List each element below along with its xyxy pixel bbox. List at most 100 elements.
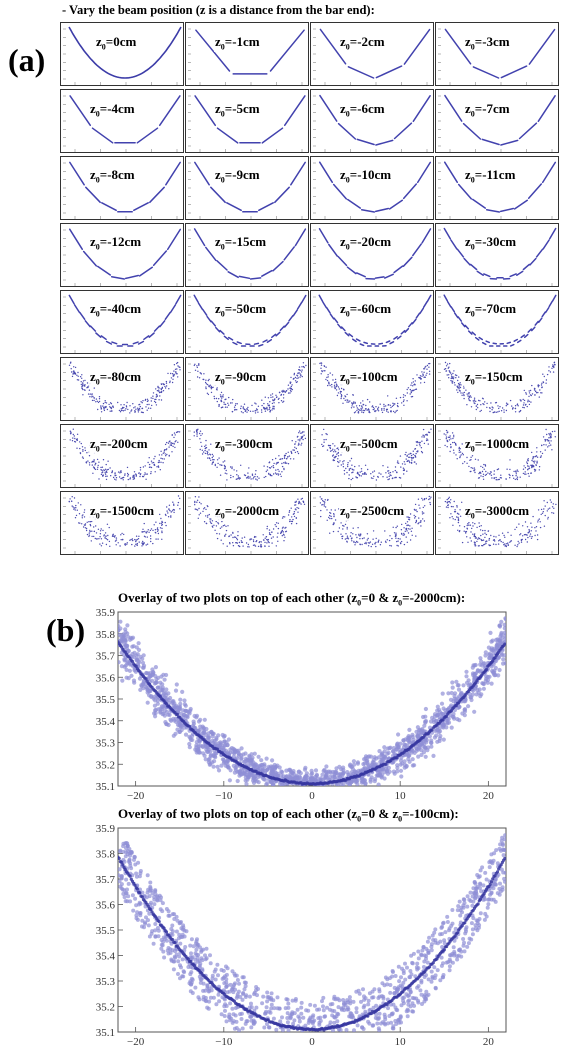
title-part: =0 & z (361, 590, 399, 605)
small-plot-points (318, 228, 432, 280)
small-plot-svg (188, 161, 306, 219)
label-value: =-500cm (349, 436, 398, 451)
x-tick-label: −10 (215, 790, 233, 802)
label-sub: 0 (470, 377, 475, 387)
label-sub: 0 (220, 444, 225, 454)
small-plot-points (68, 228, 182, 280)
panel-a-letter: (a) (8, 42, 46, 78)
label-prefix: z (90, 369, 96, 384)
small-plot-points (193, 228, 307, 280)
label-value: =-6cm (349, 101, 385, 116)
small-plot-svg (188, 228, 307, 286)
small-plot-svg (63, 95, 181, 152)
small-plot: z0=-3cm (435, 22, 559, 86)
small-plot-svg (438, 94, 556, 152)
small-plot-label: z0=-1500cm (89, 503, 156, 521)
label-sub: 0 (220, 109, 225, 119)
label-value: =-1500cm (99, 503, 155, 518)
label-prefix: z (215, 503, 221, 518)
label-sub: 0 (345, 109, 350, 119)
label-prefix: z (465, 301, 471, 316)
title-sub: 0 (357, 814, 362, 824)
label-sub: 0 (95, 511, 100, 521)
y-tick-label: 35.7 (96, 651, 116, 663)
small-plot: z0=-6cm (310, 89, 434, 153)
x-tick-label: 20 (483, 1036, 495, 1048)
small-plot-label: z0=-6cm (339, 101, 386, 119)
small-plot-svg (313, 228, 432, 286)
small-plot: z0=-2500cm (310, 491, 434, 555)
title-part: Overlay of two plots on top of each othe… (118, 590, 358, 605)
panel-a-header: - Vary the beam position (z is a distanc… (62, 3, 375, 17)
label-prefix: z (90, 101, 96, 116)
small-plot-label: z0=-9cm (214, 167, 261, 185)
small-plot-svg (63, 361, 181, 420)
y-tick-label: 35.3 (96, 976, 116, 988)
label-value: =-80cm (99, 369, 142, 384)
small-plot-points (194, 95, 306, 144)
label-value: =-3000cm (474, 503, 530, 518)
label-value: =-100cm (349, 369, 398, 384)
small-plot: z0=-1500cm (60, 491, 184, 555)
small-plot: z0=-9cm (185, 156, 309, 220)
baseline-curve-points (118, 640, 506, 786)
small-plot-label: z0=0cm (95, 34, 138, 52)
small-plot-points (443, 227, 557, 280)
small-plot-points (443, 294, 557, 347)
small-plot-svg (188, 28, 305, 85)
small-plot-svg (313, 94, 431, 152)
small-plot-svg (188, 428, 307, 487)
small-plot-points (193, 294, 307, 347)
label-value: =-4cm (99, 101, 135, 116)
y-tick-label: 35.1 (96, 1027, 115, 1039)
small-plot-points (319, 495, 432, 548)
plot-frame (117, 611, 507, 787)
label-sub: 0 (95, 242, 100, 252)
small-plot: z0=-70cm (435, 290, 559, 354)
small-plot: z0=-15cm (185, 223, 309, 287)
label-value: =-70cm (474, 301, 517, 316)
small-plot-svg (188, 496, 306, 554)
small-plot-label: z0=-40cm (89, 301, 143, 319)
label-sub: 0 (470, 175, 475, 185)
label-sub: 0 (220, 309, 225, 319)
label-prefix: z (90, 234, 96, 249)
small-plot-label: z0=-100cm (339, 369, 399, 387)
small-plot-svg (188, 362, 307, 420)
small-plot-label: z0=-4cm (89, 101, 136, 119)
small-plot-svg (438, 227, 557, 286)
y-tick-label: 35.6 (96, 672, 116, 684)
label-sub: 0 (345, 444, 350, 454)
label-prefix: z (465, 34, 471, 49)
label-value: =-90cm (224, 369, 267, 384)
small-plot-points (444, 94, 556, 146)
label-sub: 0 (345, 42, 350, 52)
small-plot-label: z0=-2500cm (339, 503, 406, 521)
label-prefix: z (340, 301, 346, 316)
x-tick-label: 10 (395, 790, 407, 802)
label-value: =-11cm (474, 167, 516, 182)
label-prefix: z (215, 369, 221, 384)
small-plot-svg (438, 294, 557, 353)
small-plot-points (443, 428, 556, 481)
small-plot-svg (438, 361, 556, 420)
label-value: =-9cm (224, 167, 260, 182)
small-plot-label: z0=-12cm (89, 234, 143, 252)
small-plot-svg (63, 495, 181, 554)
small-plot-label: z0=-50cm (214, 301, 268, 319)
small-plot-points (193, 428, 307, 481)
label-value: =-5cm (224, 101, 260, 116)
small-plot-points (444, 28, 556, 79)
baseline-curve-points (118, 855, 506, 1032)
small-plot: z0=-500cm (310, 424, 434, 488)
small-plot-label: z0=-11cm (464, 167, 517, 185)
small-plot-points (443, 161, 557, 213)
label-value: =-30cm (474, 234, 517, 249)
label-value: =-20cm (349, 234, 392, 249)
label-prefix: z (465, 101, 471, 116)
x-tick-label: 10 (395, 1036, 407, 1048)
small-plot-label: z0=-80cm (89, 369, 143, 387)
label-sub: 0 (470, 444, 475, 454)
small-plot-points (319, 28, 431, 79)
label-sub: 0 (345, 377, 350, 387)
